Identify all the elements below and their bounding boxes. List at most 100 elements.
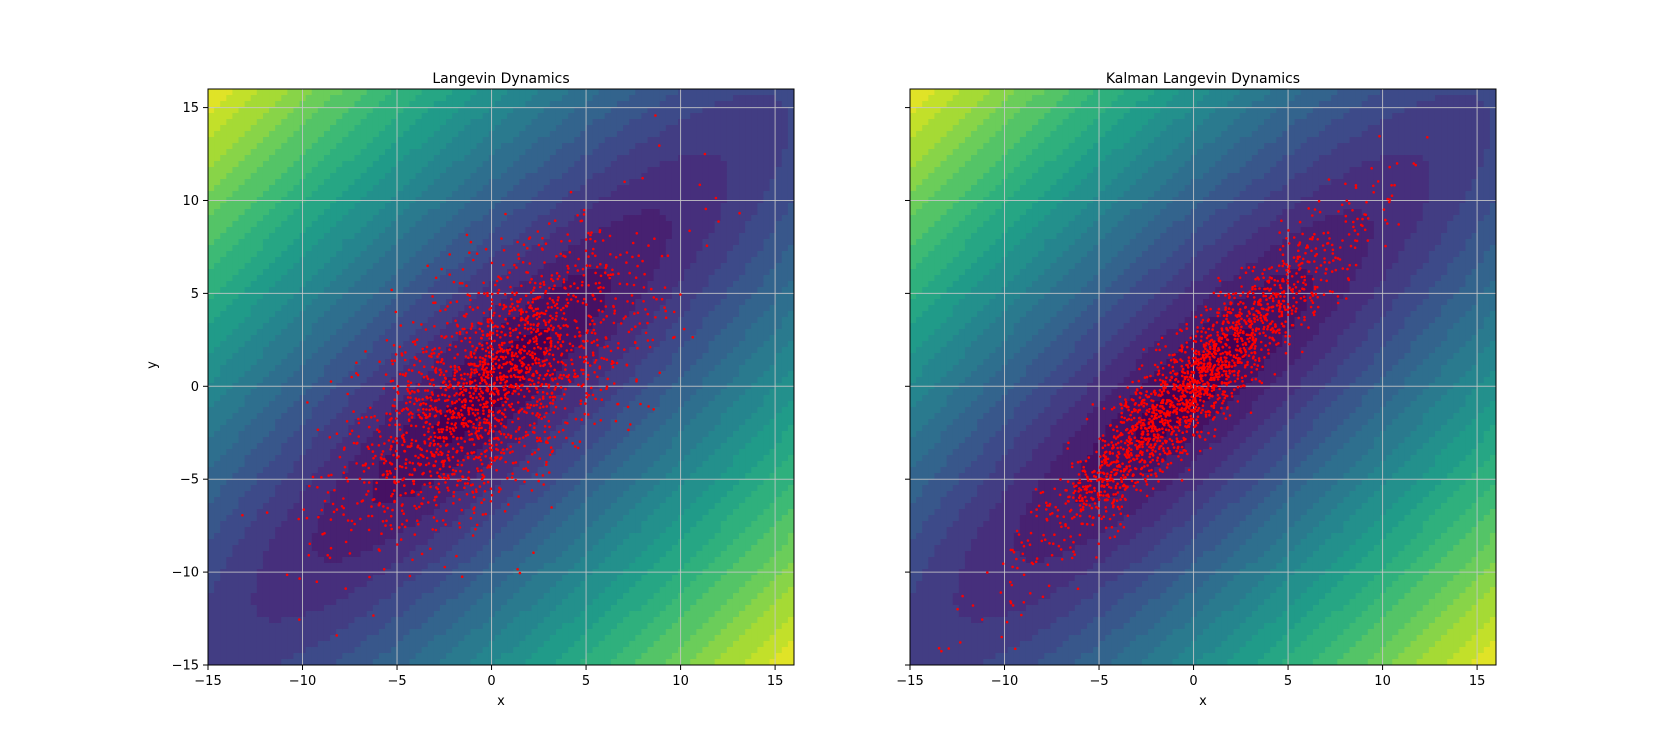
sample-point xyxy=(505,379,509,383)
sample-point xyxy=(538,398,541,401)
sample-point xyxy=(1150,430,1153,433)
sample-point xyxy=(1187,356,1191,359)
sample-point xyxy=(522,363,526,366)
sample-point xyxy=(1116,491,1120,494)
sample-point xyxy=(544,382,548,386)
sample-point xyxy=(1271,292,1275,295)
sample-point xyxy=(491,331,495,335)
sample-point xyxy=(390,527,394,531)
sample-point xyxy=(1271,297,1275,300)
sample-point xyxy=(1311,214,1314,217)
sample-point xyxy=(1251,285,1254,289)
sample-point xyxy=(395,409,398,413)
sample-point xyxy=(1220,406,1223,410)
sample-point xyxy=(532,404,536,407)
sample-point xyxy=(1205,308,1208,312)
sample-point xyxy=(971,604,975,607)
sample-point xyxy=(1129,413,1132,417)
sample-point xyxy=(528,306,532,310)
sample-point xyxy=(1096,471,1100,475)
sample-point xyxy=(1278,284,1282,287)
sample-point xyxy=(501,448,505,452)
sample-point xyxy=(526,352,529,355)
sample-point xyxy=(553,284,556,288)
sample-point xyxy=(437,421,441,424)
sample-point xyxy=(592,247,595,251)
sample-point xyxy=(1265,308,1268,311)
sample-point xyxy=(1088,484,1092,487)
sample-point xyxy=(1235,323,1238,327)
sample-point xyxy=(1116,529,1120,533)
sample-point xyxy=(1363,228,1367,232)
sample-point xyxy=(406,445,410,448)
sample-point xyxy=(1331,290,1334,294)
sample-point xyxy=(1224,365,1227,369)
sample-point xyxy=(559,326,562,330)
sample-point xyxy=(475,418,478,421)
sample-point xyxy=(444,481,447,484)
sample-point xyxy=(396,390,400,394)
sample-point xyxy=(1176,416,1180,420)
sample-point xyxy=(482,311,486,315)
sample-point xyxy=(1112,504,1115,508)
x-tick-label: 10 xyxy=(1374,674,1391,689)
sample-point xyxy=(559,344,563,348)
sample-point xyxy=(576,326,579,330)
sample-point xyxy=(1246,295,1249,298)
sample-point xyxy=(1110,470,1113,474)
sample-point xyxy=(1248,336,1252,340)
sample-point xyxy=(1152,438,1155,442)
sample-point xyxy=(485,388,488,392)
sample-point xyxy=(422,455,425,459)
sample-point xyxy=(565,436,568,440)
sample-point xyxy=(1219,356,1223,360)
sample-point xyxy=(482,369,486,372)
sample-point xyxy=(516,355,519,358)
sample-point xyxy=(490,448,494,452)
sample-point xyxy=(478,426,481,430)
sample-point xyxy=(1158,378,1162,382)
sample-point xyxy=(586,339,589,343)
sample-point xyxy=(556,277,560,281)
sample-point xyxy=(453,472,456,476)
sample-point xyxy=(592,340,596,343)
sample-point xyxy=(443,459,447,463)
sample-point xyxy=(394,417,398,420)
sample-point xyxy=(1220,382,1224,385)
sample-point xyxy=(1056,514,1059,518)
sample-point xyxy=(383,442,386,445)
sample-point xyxy=(636,311,640,315)
sample-point xyxy=(459,436,463,440)
sample-point xyxy=(411,340,415,344)
sample-point xyxy=(1233,380,1237,383)
sample-point xyxy=(1217,311,1220,315)
sample-point xyxy=(481,357,485,360)
sample-point xyxy=(400,354,404,357)
sample-point xyxy=(1227,292,1230,296)
sample-point xyxy=(516,387,519,390)
sample-point xyxy=(506,276,509,279)
sample-point xyxy=(1187,407,1191,410)
sample-point xyxy=(1230,365,1234,368)
sample-point xyxy=(434,301,437,305)
sample-point xyxy=(531,300,534,304)
sample-point xyxy=(1048,542,1051,545)
sample-point xyxy=(573,335,577,338)
sample-point xyxy=(449,411,452,414)
sample-point xyxy=(491,353,495,356)
sample-point xyxy=(545,463,548,467)
sample-point xyxy=(1175,449,1178,453)
sample-point xyxy=(340,505,344,508)
sample-point xyxy=(1094,475,1098,479)
sample-point xyxy=(1346,267,1349,271)
sample-point xyxy=(1181,389,1185,392)
sample-point xyxy=(476,364,480,368)
sample-point xyxy=(572,294,575,297)
sample-point xyxy=(627,330,631,334)
sample-point xyxy=(413,402,416,406)
sample-point xyxy=(514,478,517,482)
sample-point xyxy=(410,416,414,419)
sample-point xyxy=(1216,331,1219,334)
sample-point xyxy=(630,294,634,297)
sample-point xyxy=(412,482,416,486)
